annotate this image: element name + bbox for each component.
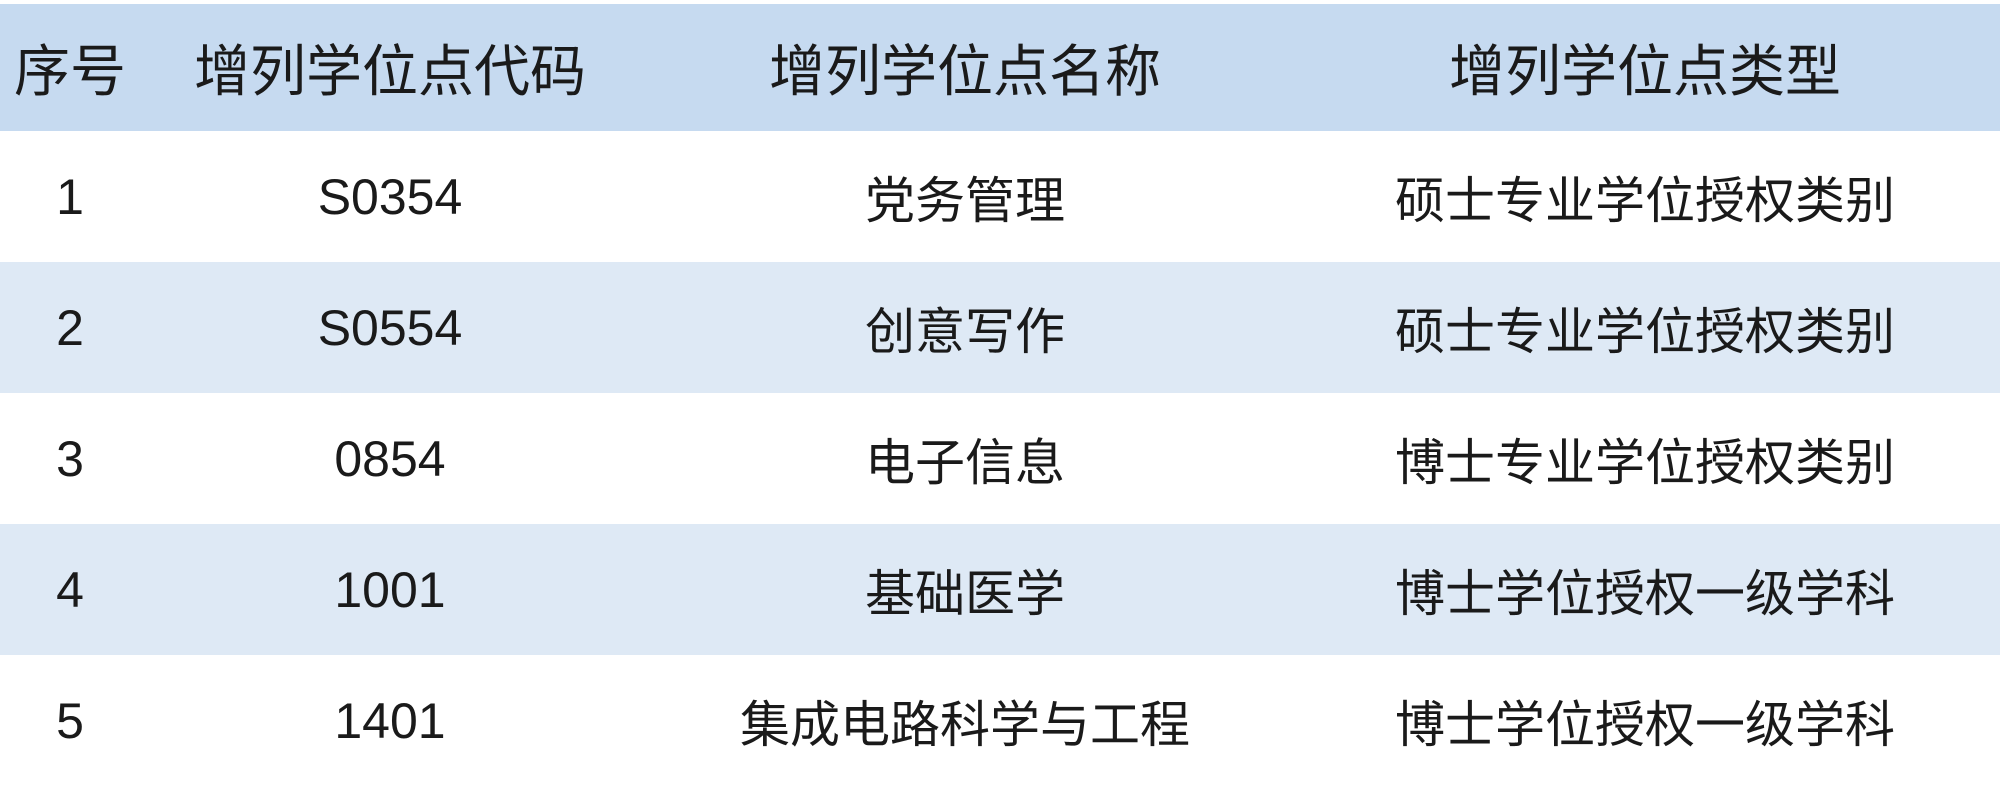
table-row: 4 1001 基础医学 博士学位授权一级学科 — [0, 524, 2000, 655]
cell-type: 硕士专业学位授权类别 — [1395, 302, 1895, 361]
table-row: 3 0854 电子信息 博士专业学位授权类别 — [0, 393, 2000, 524]
cell-code: S0354 — [317, 168, 463, 225]
table-row: 5 1401 集成电路科学与工程 博士学位授权一级学科 — [0, 655, 2000, 786]
cell-index: 5 — [56, 692, 84, 749]
cell-type: 博士专业学位授权类别 — [1395, 433, 1895, 492]
cell-name: 创意写作 — [865, 302, 1065, 361]
header-name: 增列学位点名称 — [769, 40, 1161, 105]
cell-code: S0554 — [317, 299, 463, 356]
degree-table: 序号 增列学位点代码 增列学位点名称 增列学位点类型 1 S0354 党务管理 … — [0, 4, 2000, 786]
cell-name: 集成电路科学与工程 — [740, 695, 1190, 754]
cell-type: 博士学位授权一级学科 — [1395, 695, 1895, 754]
header-index: 序号 — [14, 40, 126, 105]
cell-index: 4 — [56, 561, 84, 618]
cell-name: 基础医学 — [865, 564, 1065, 623]
cell-type: 博士学位授权一级学科 — [1395, 564, 1895, 623]
cell-index: 3 — [56, 430, 84, 487]
cell-index: 1 — [56, 168, 84, 225]
cell-name: 电子信息 — [865, 433, 1065, 492]
cell-code: 1001 — [334, 561, 446, 618]
cell-index: 2 — [56, 299, 84, 356]
cell-name: 党务管理 — [865, 171, 1065, 230]
cell-code: 0854 — [334, 430, 446, 487]
cell-type: 硕士专业学位授权类别 — [1395, 171, 1895, 230]
header-code: 增列学位点代码 — [194, 40, 586, 105]
table-row: 1 S0354 党务管理 硕士专业学位授权类别 — [0, 131, 2000, 262]
header-type: 增列学位点类型 — [1449, 40, 1841, 105]
table-header: 序号 增列学位点代码 增列学位点名称 增列学位点类型 — [0, 4, 2000, 131]
table-row: 2 S0554 创意写作 硕士专业学位授权类别 — [0, 262, 2000, 393]
cell-code: 1401 — [334, 692, 446, 749]
